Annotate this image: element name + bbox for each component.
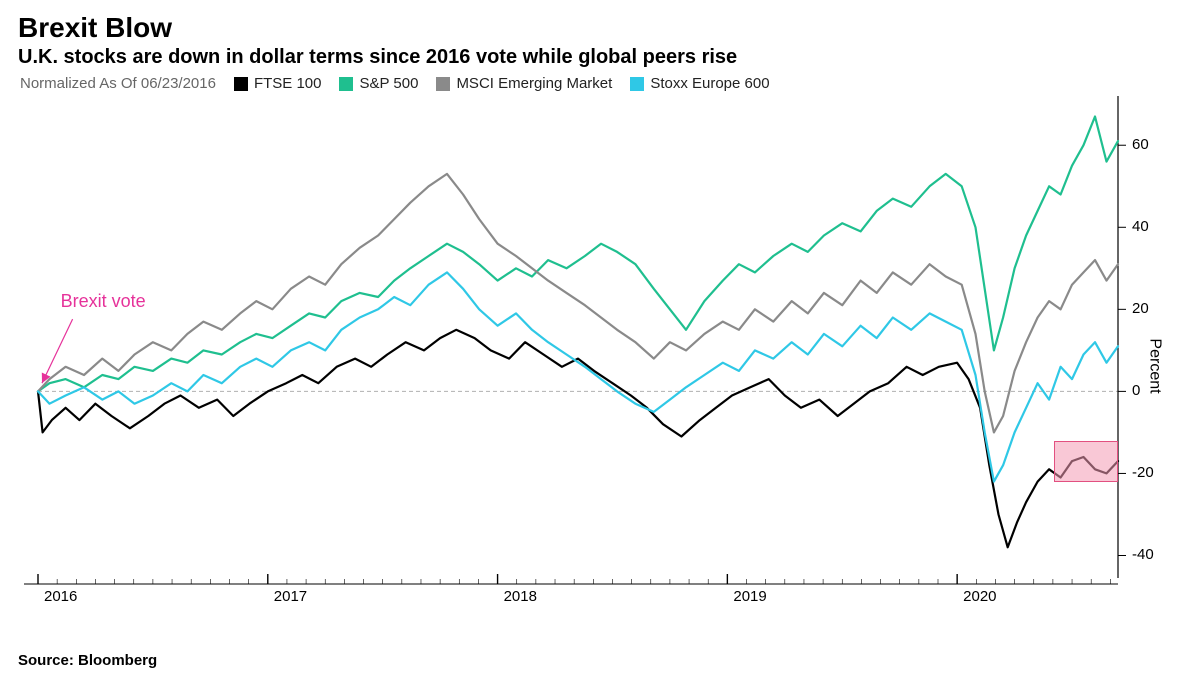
y-tick-label: 60	[1132, 136, 1149, 153]
legend-swatch	[339, 77, 353, 91]
legend-label: FTSE 100	[254, 75, 322, 92]
y-axis-title: Percent	[1145, 338, 1163, 393]
y-tick-label: -40	[1132, 546, 1154, 563]
highlight-box	[1054, 441, 1118, 482]
legend-label: Stoxx Europe 600	[650, 75, 769, 92]
source-label: Source: Bloomberg	[18, 652, 157, 669]
chart-subtitle: U.K. stocks are down in dollar terms sin…	[18, 46, 1182, 69]
legend-note: Normalized As Of 06/23/2016	[20, 75, 216, 92]
y-tick-label: 0	[1132, 382, 1140, 399]
legend-item-msci: MSCI Emerging Market	[436, 75, 612, 92]
x-tick-label: 2019	[733, 588, 766, 605]
chart-svg	[18, 96, 1182, 636]
x-tick-label: 2016	[44, 588, 77, 605]
legend-item-ftse: FTSE 100	[234, 75, 322, 92]
x-tick-label: 2018	[504, 588, 537, 605]
chart-area: Brexit vote Percent -40 -20 0 20 40 60 2016 201…	[18, 96, 1182, 636]
legend-label: MSCI Emerging Market	[456, 75, 612, 92]
x-tick-label: 2017	[274, 588, 307, 605]
legend-swatch	[436, 77, 450, 91]
y-tick-label: 40	[1132, 218, 1149, 235]
chart-title: Brexit Blow	[18, 12, 1182, 44]
brexit-annotation: Brexit vote	[61, 291, 146, 312]
legend-item-stoxx: Stoxx Europe 600	[630, 75, 769, 92]
x-tick-label: 2020	[963, 588, 996, 605]
legend: Normalized As Of 06/23/2016 FTSE 100 S&P…	[18, 75, 1182, 92]
legend-swatch	[630, 77, 644, 91]
y-tick-label: -20	[1132, 464, 1154, 481]
legend-label: S&P 500	[359, 75, 418, 92]
legend-swatch	[234, 77, 248, 91]
legend-item-sp500: S&P 500	[339, 75, 418, 92]
y-tick-label: 20	[1132, 300, 1149, 317]
